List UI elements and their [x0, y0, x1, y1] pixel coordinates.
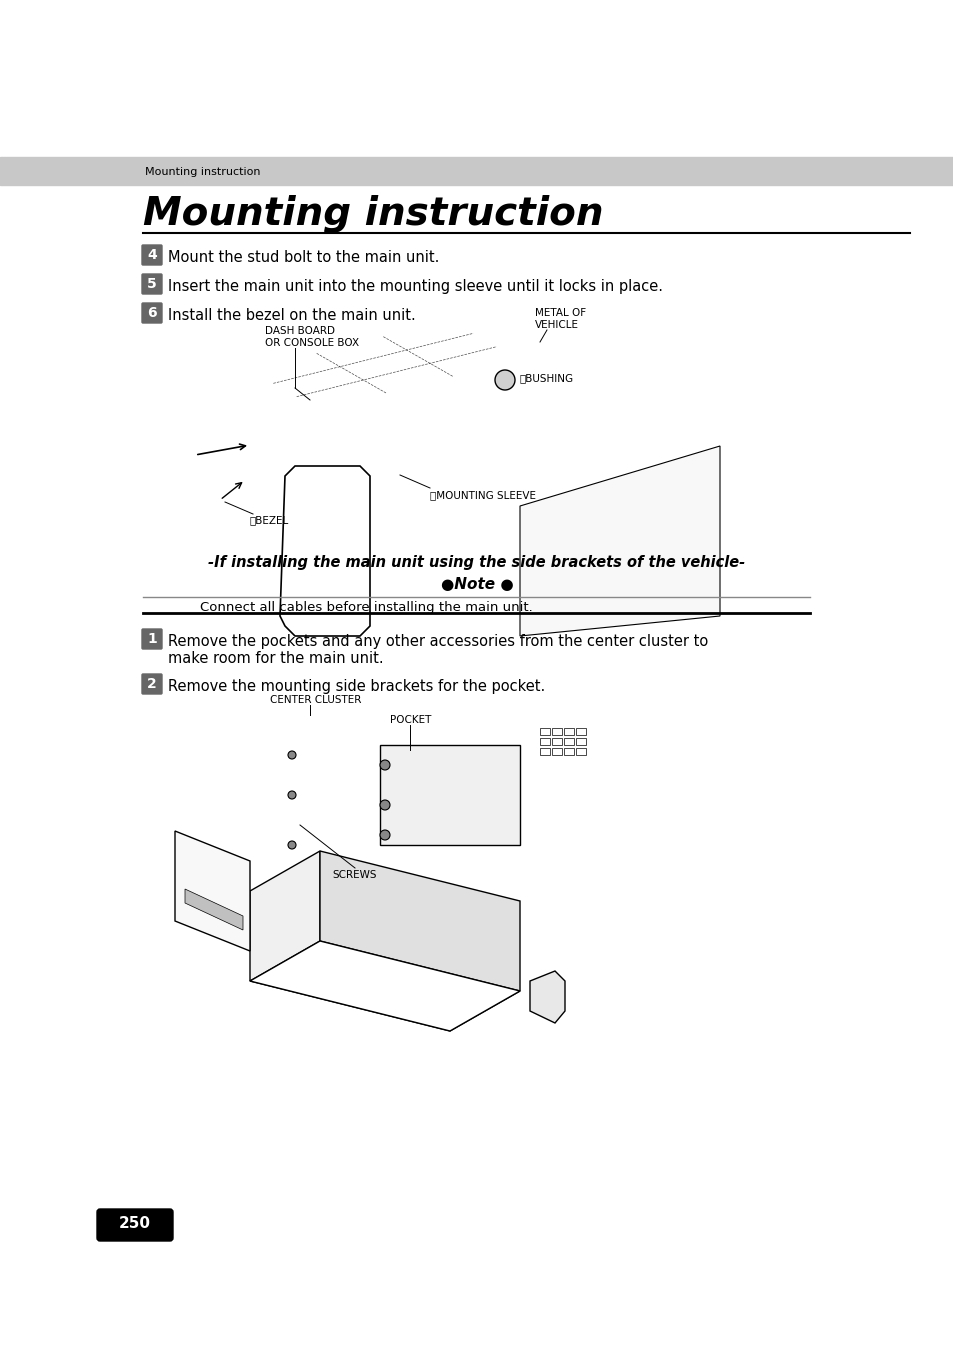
Text: 1: 1 [147, 632, 156, 646]
Bar [379, 744, 519, 844]
FancyBboxPatch shape [142, 630, 162, 648]
FancyBboxPatch shape [142, 674, 162, 694]
Bar [0, 157, 953, 185]
Text: Mount the stud bolt to the main unit.: Mount the stud bolt to the main unit. [168, 250, 439, 265]
FancyBboxPatch shape [97, 1209, 172, 1242]
Circle shape [379, 800, 390, 811]
Bar [576, 728, 585, 735]
Bar [563, 748, 574, 755]
Text: CENTER CLUSTER: CENTER CLUSTER [270, 694, 361, 705]
FancyBboxPatch shape [142, 245, 162, 265]
Circle shape [379, 761, 390, 770]
Circle shape [288, 751, 295, 759]
Text: 250: 250 [119, 1216, 151, 1232]
Text: ⓑMOUNTING SLEEVE: ⓑMOUNTING SLEEVE [430, 490, 536, 500]
Text: Remove the mounting side brackets for the pocket.: Remove the mounting side brackets for th… [168, 680, 545, 694]
Polygon shape [185, 889, 243, 929]
Bar [563, 728, 574, 735]
Polygon shape [280, 466, 370, 636]
Bar [576, 738, 585, 744]
Text: Mounting instruction: Mounting instruction [143, 195, 603, 232]
Bar [552, 738, 561, 744]
Bar [576, 748, 585, 755]
Bar [552, 728, 561, 735]
Polygon shape [319, 851, 519, 992]
Text: Mounting instruction: Mounting instruction [145, 168, 260, 177]
Text: ⓔBUSHING: ⓔBUSHING [519, 373, 574, 382]
Polygon shape [250, 851, 319, 981]
Text: 6: 6 [147, 305, 156, 320]
Text: 2: 2 [147, 677, 156, 690]
Circle shape [495, 370, 515, 390]
FancyBboxPatch shape [142, 303, 162, 323]
Text: ●Note ●: ●Note ● [440, 577, 513, 592]
FancyBboxPatch shape [142, 274, 162, 295]
Bar [552, 748, 561, 755]
Text: Remove the pockets and any other accessories from the center cluster to
make roo: Remove the pockets and any other accesso… [168, 634, 707, 666]
Text: DASH BOARD
OR CONSOLE BOX: DASH BOARD OR CONSOLE BOX [265, 327, 358, 349]
Polygon shape [250, 942, 519, 1031]
Text: Install the bezel on the main unit.: Install the bezel on the main unit. [168, 308, 416, 323]
Text: 4: 4 [147, 249, 156, 262]
Text: 5: 5 [147, 277, 156, 290]
Circle shape [379, 830, 390, 840]
Bar [539, 748, 550, 755]
Polygon shape [519, 446, 720, 636]
Bar [539, 738, 550, 744]
Bar [539, 728, 550, 735]
Circle shape [288, 790, 295, 798]
Circle shape [288, 842, 295, 848]
Text: -If installing the main unit using the side brackets of the vehicle-: -If installing the main unit using the s… [208, 555, 745, 570]
Text: SCREWS: SCREWS [333, 870, 376, 880]
Text: Insert the main unit into the mounting sleeve until it locks in place.: Insert the main unit into the mounting s… [168, 280, 662, 295]
Text: Connect all cables before installing the main unit.: Connect all cables before installing the… [200, 601, 532, 613]
Bar [563, 738, 574, 744]
Polygon shape [530, 971, 564, 1023]
Text: METAL OF
VEHICLE: METAL OF VEHICLE [535, 308, 585, 330]
Text: ⓓBEZEL: ⓓBEZEL [250, 515, 289, 526]
Text: POCKET: POCKET [390, 715, 431, 725]
Polygon shape [174, 831, 250, 951]
